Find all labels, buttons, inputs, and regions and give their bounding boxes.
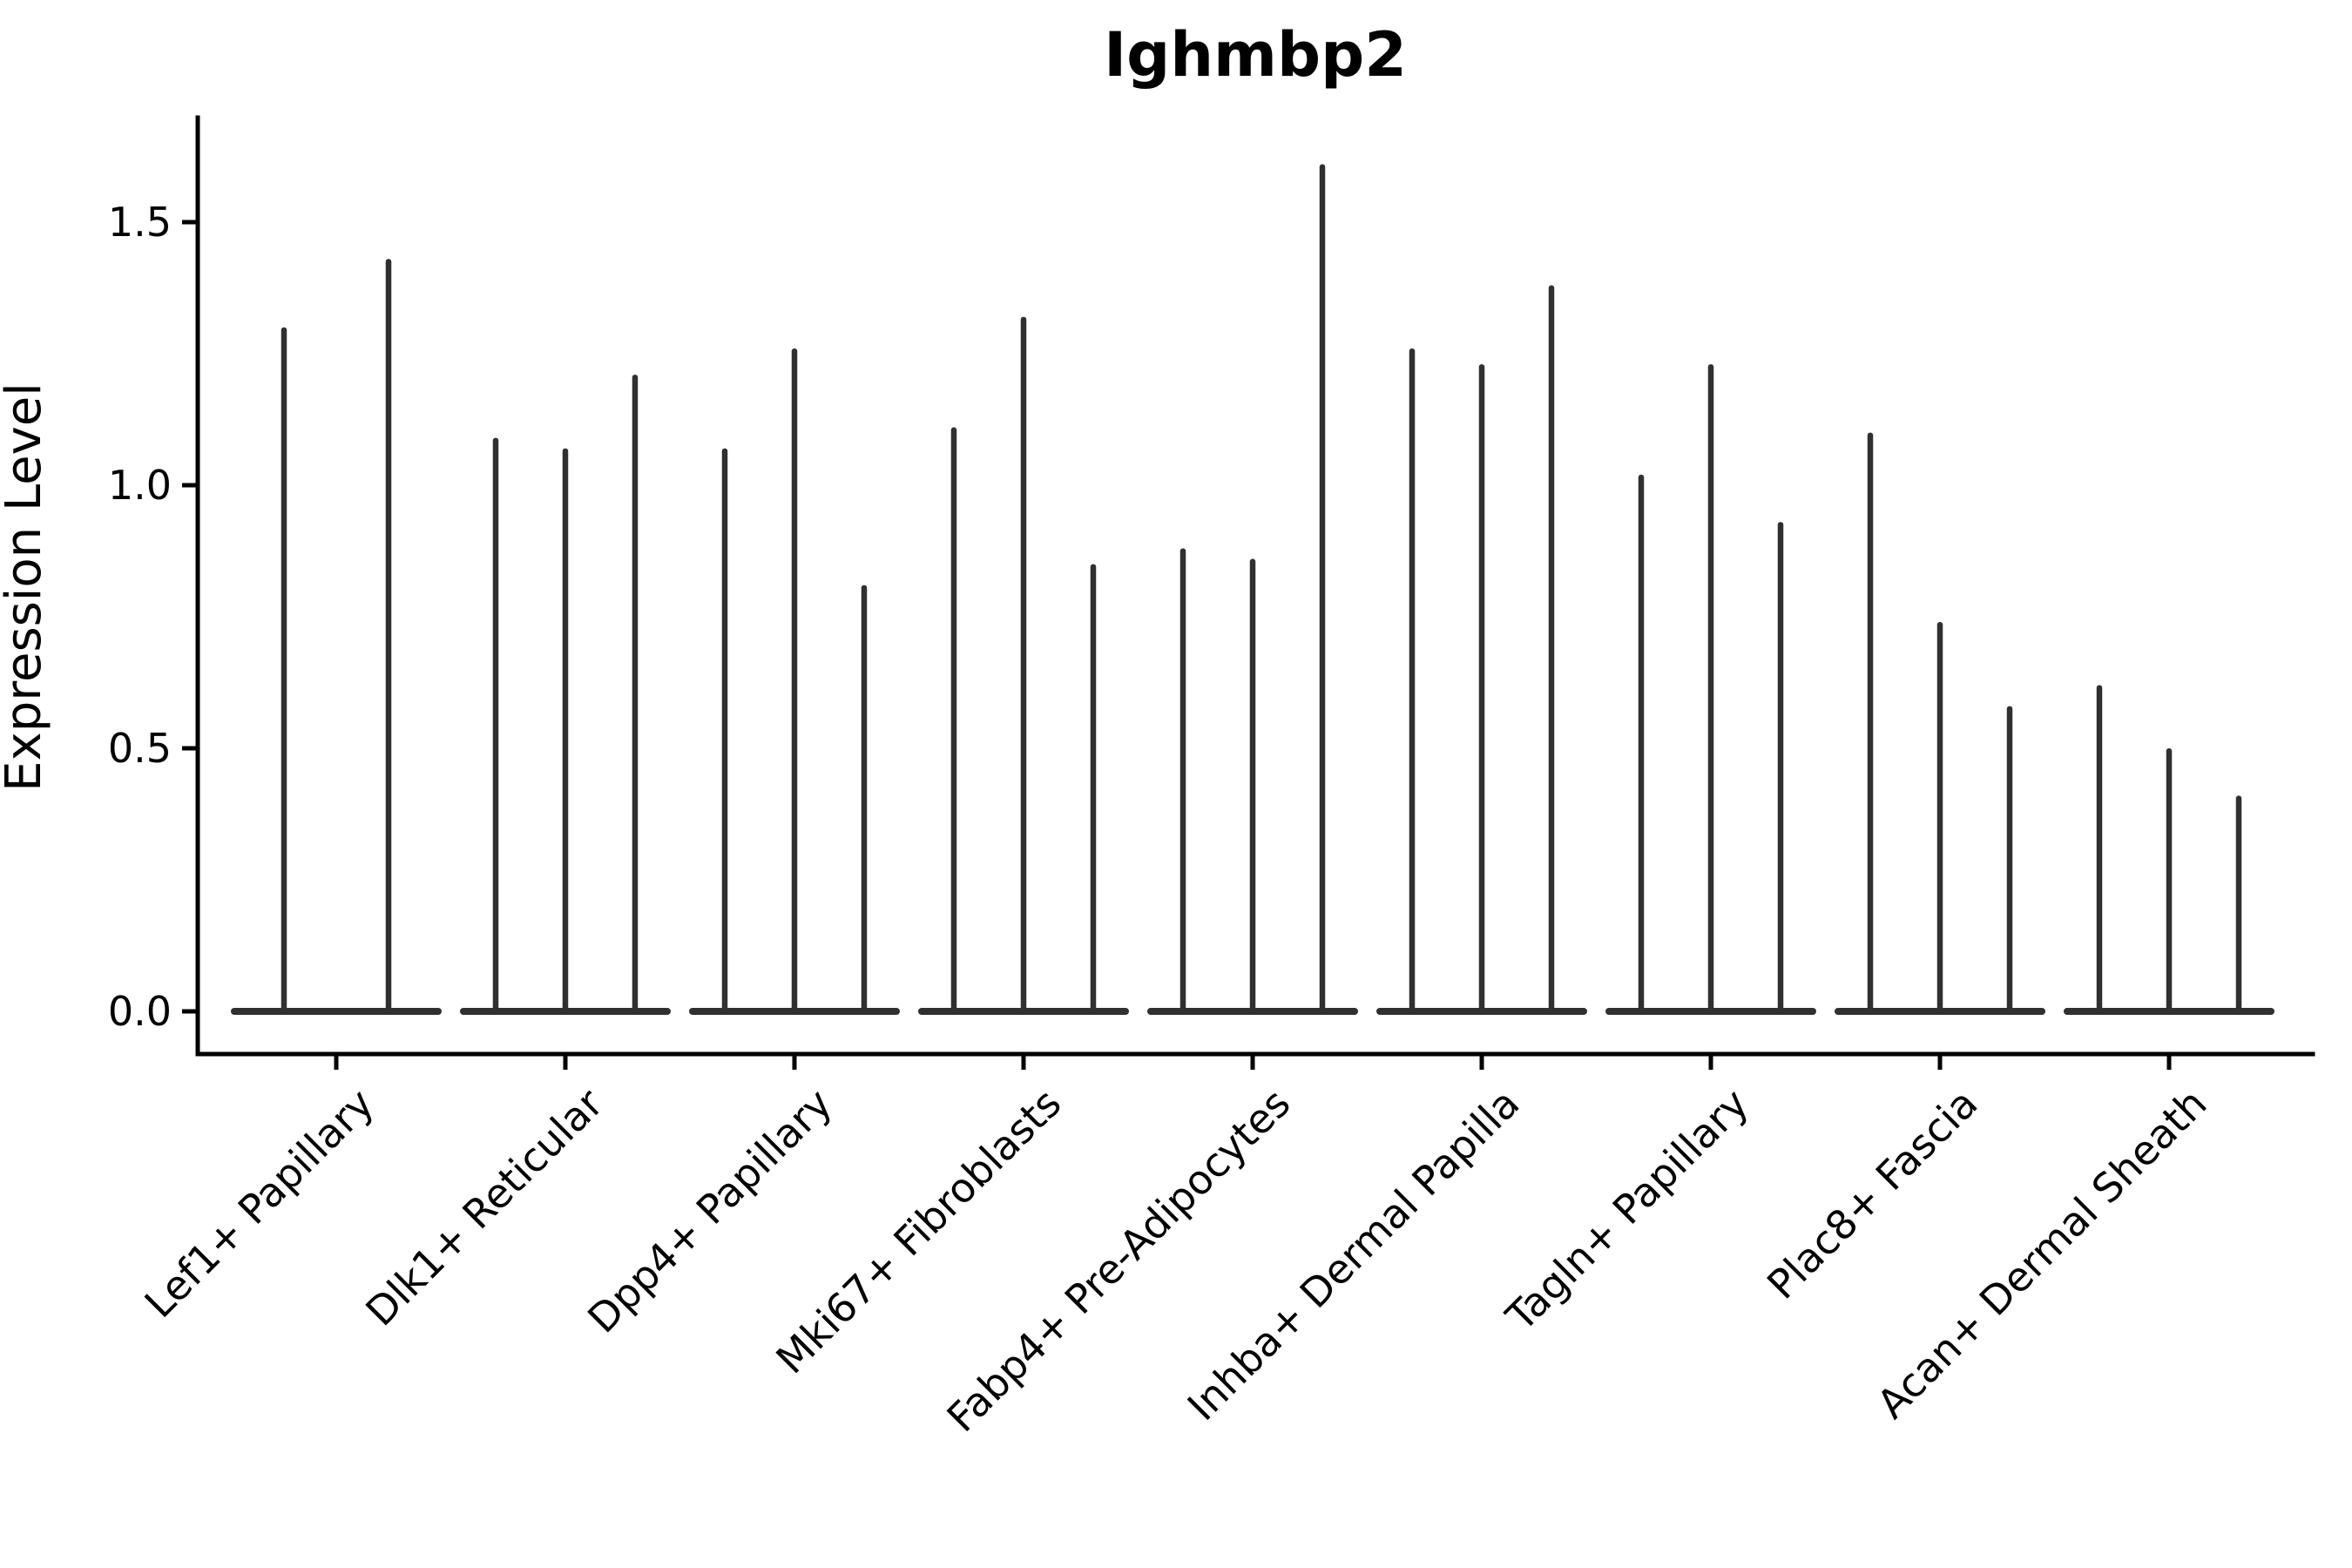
y-tick-label: 0.5	[107, 725, 172, 772]
violin-spike	[562, 448, 569, 1013]
violin-spike	[385, 259, 392, 1013]
violin-spike	[1409, 348, 1416, 1014]
violin-spike	[492, 437, 499, 1013]
violin-spike	[2235, 795, 2242, 1013]
violin-spike	[632, 375, 639, 1013]
violin-spike	[1548, 285, 1555, 1014]
violin-spike	[861, 585, 868, 1013]
violin-spike	[1090, 564, 1097, 1013]
violin-spike	[1179, 548, 1186, 1013]
violin-baseline	[231, 1008, 442, 1015]
chart-title: Ighmbp2	[1104, 19, 1407, 91]
violin-spike	[1867, 432, 1874, 1014]
violin-spike	[1777, 522, 1784, 1013]
violin-spike	[950, 427, 957, 1013]
violin-spike	[1319, 164, 1326, 1013]
violin-spike	[2096, 685, 2103, 1013]
violin-spike	[791, 348, 798, 1014]
y-tick-label: 1.0	[107, 462, 172, 509]
y-tick-label: 0.0	[107, 988, 172, 1035]
violin-spike	[2006, 706, 2013, 1013]
violin-spike	[2166, 748, 2173, 1013]
violin-spike	[280, 327, 287, 1013]
violin-spike	[1638, 474, 1645, 1013]
violin-spike	[1020, 316, 1027, 1014]
violin-spike	[1478, 364, 1485, 1014]
violin-spike	[721, 448, 728, 1013]
y-tick-label: 1.5	[107, 199, 172, 246]
violin-spike	[1249, 558, 1256, 1013]
violin-spike	[1707, 364, 1714, 1014]
violin-spike	[1936, 622, 1943, 1013]
